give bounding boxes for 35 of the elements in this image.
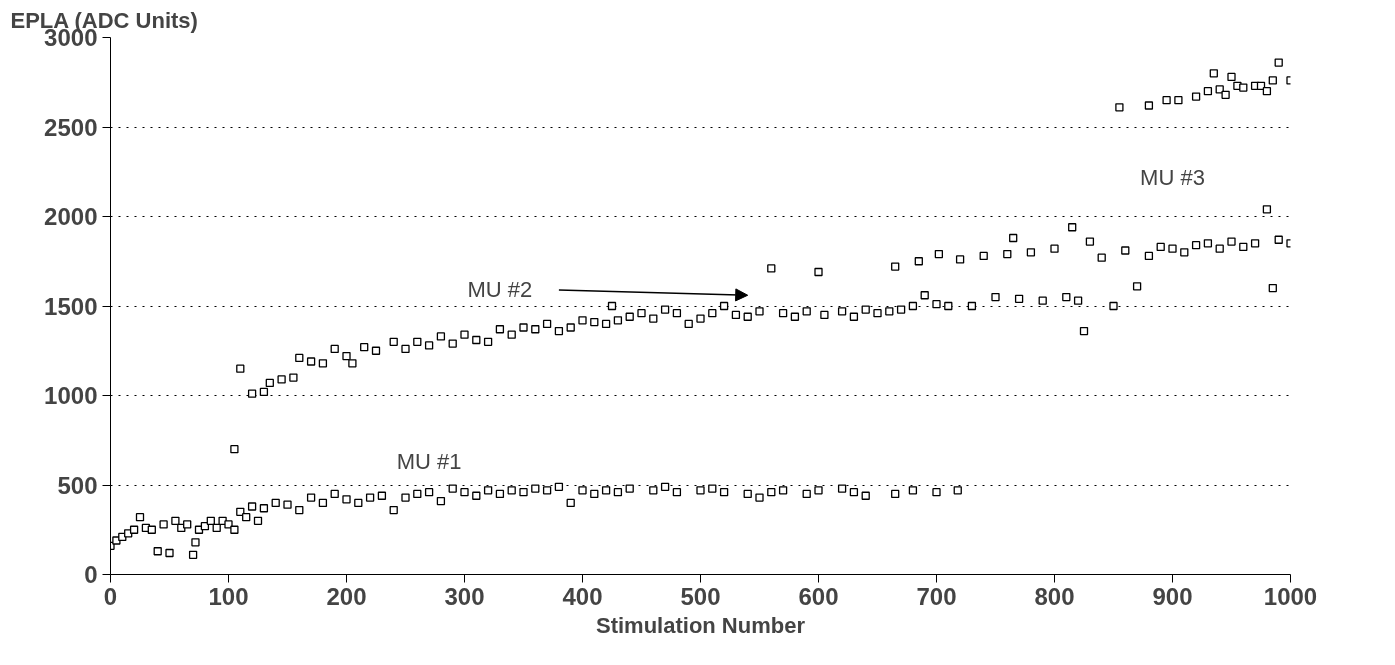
x-axis-title: Stimulation Number [595,612,806,638]
point [1203,87,1213,96]
x-tick-label: 0 [103,582,118,610]
y-tick-label: 2500 [44,113,98,141]
x-tick-label: 400 [562,582,603,610]
point [1274,58,1283,67]
x-tick-label: 700 [916,582,957,610]
point [1209,69,1218,78]
point [1221,90,1230,99]
annotation: MU #1 [396,449,462,475]
y-tick-label: 1500 [44,292,98,320]
x-tick-label: 1000 [1263,582,1318,610]
x-tick-label: 900 [1152,582,1193,610]
x-tick-label: 300 [444,582,485,610]
point [1144,101,1154,110]
annotation: MU #3 [1140,164,1205,190]
x-tick-label: 100 [208,582,249,610]
y-tick-label: 1000 [44,382,98,409]
point [1215,85,1224,94]
point [1162,96,1171,105]
x-tick-label: 200 [326,582,367,610]
x-tick-label: 600 [798,582,839,610]
point [1115,103,1124,112]
point [1268,76,1277,85]
annotation: MU #2 [467,277,533,303]
point [1191,92,1201,101]
point [1239,83,1248,92]
point [1262,87,1272,96]
y-tick-label: 0 [84,561,98,588]
point [1227,72,1236,82]
y-tick-label: 500 [57,471,98,499]
x-tick-label: 800 [1034,582,1075,610]
point [1174,96,1183,105]
y-tick-label: 2000 [44,203,98,230]
x-tick-label: 500 [680,582,721,610]
